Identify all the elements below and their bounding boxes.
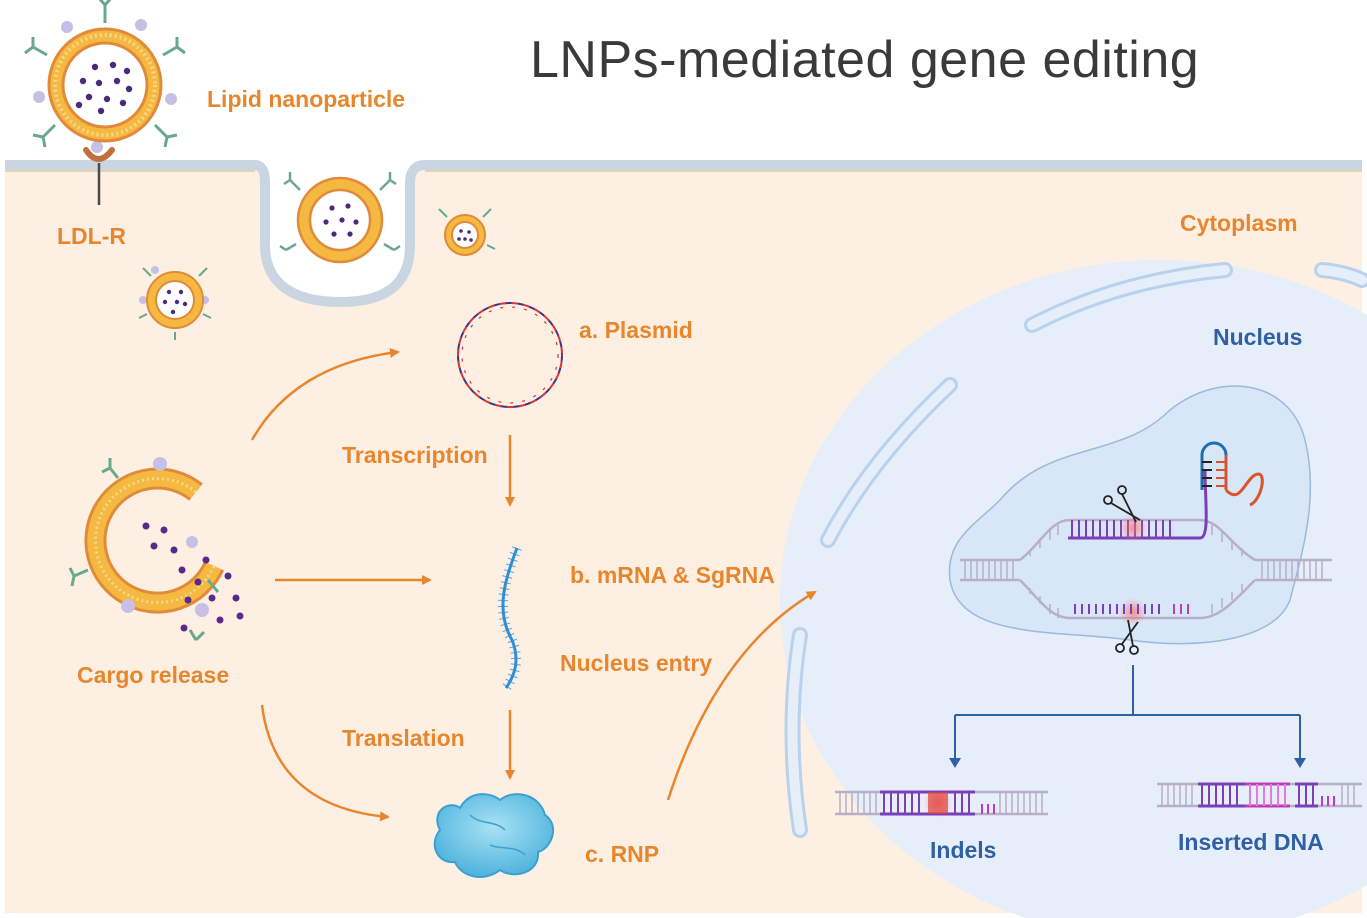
label-rnp: c. RNP [585,841,660,867]
label-translation: Translation [342,725,465,751]
repair-branch-arrows [954,665,1301,762]
dna-repair-bubble [960,441,1332,655]
page-title: LNPs-mediated gene editing [530,31,1200,89]
label-mrna-sgrna: b. mRNA & SgRNA [570,562,775,588]
scissors-icon [1103,485,1141,655]
inserted-dna [1157,782,1362,808]
small-lnp-right [438,208,496,256]
indels-dna [835,789,1048,817]
label-nucleus-entry: Nucleus entry [560,650,713,676]
flow-arrows [250,347,817,822]
rnp-protein [433,793,555,878]
label-transcription: Transcription [342,442,488,468]
label-cytoplasm: Cytoplasm [1180,210,1298,236]
cargo-release-lnp [68,457,244,642]
label-ldl-r: LDL-R [57,223,126,249]
ldl-receptor [83,147,115,205]
label-cargo-release: Cargo release [77,662,230,688]
endocytosed-lnp [279,172,401,264]
lipid-nanoparticle-main [24,0,186,153]
cell-membrane [5,160,1362,307]
plasmid-dna [457,302,563,408]
small-lnp-left [138,266,212,340]
label-lipid-nanoparticle: Lipid nanoparticle [207,86,406,112]
mrna-strand [497,546,522,691]
label-indels: Indels [930,837,997,863]
label-inserted-dna: Inserted DNA [1178,829,1324,855]
label-nucleus: Nucleus [1213,324,1303,350]
label-plasmid: a. Plasmid [579,317,693,343]
